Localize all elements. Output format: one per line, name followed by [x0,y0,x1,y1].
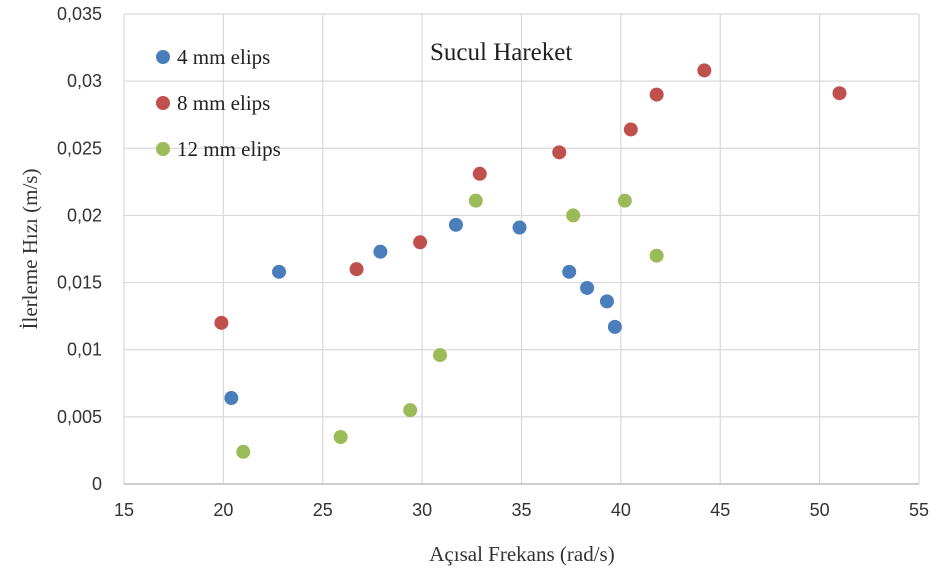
data-point-1 [272,264,287,279]
data-point-2 [649,87,664,102]
data-point-1 [448,217,463,232]
x-tick-label: 40 [611,500,631,520]
data-point-1 [512,220,527,235]
data-point-3 [566,208,581,223]
data-point-1 [580,280,595,295]
data-point-3 [649,248,664,263]
data-point-2 [472,166,487,181]
y-axis-title: İlerleme Hızı (m/s) [18,169,42,330]
gridlines [123,13,920,485]
data-point-1 [599,294,614,309]
legend-label-1: 4 mm elips [177,45,270,69]
data-points [214,63,847,459]
legend-label-3: 12 mm elips [177,137,281,161]
x-tick-label: 30 [412,500,432,520]
y-tick-label: 0,015 [57,273,102,293]
data-point-1 [373,244,388,259]
data-point-1 [607,319,622,334]
y-tick-label: 0,01 [67,340,102,360]
chart-title: Sucul Hareket [430,39,572,66]
legend-marker-2 [156,96,170,110]
x-tick-label: 55 [909,500,929,520]
data-point-2 [623,122,638,137]
legend-marker-3 [156,142,170,156]
legend-marker-1 [156,50,170,64]
data-point-2 [349,262,364,277]
data-point-3 [403,403,418,418]
data-point-2 [832,86,847,101]
y-tick-label: 0,035 [57,4,102,24]
x-tick-label: 45 [710,500,730,520]
y-tick-label: 0,03 [67,71,102,91]
tick-labels: 15 20 25 30 35 40 45 50 55 0 0,005 0,01 0,015 0,02 0,0… [57,4,929,520]
y-tick-label: 0,02 [67,205,102,225]
data-point-1 [224,391,239,406]
data-point-2 [413,235,428,250]
data-point-2 [552,145,567,160]
data-point-1 [562,264,577,279]
data-point-2 [214,315,229,330]
legend-label-2: 8 mm elips [177,91,270,115]
data-point-3 [333,430,348,444]
x-tick-label: 50 [810,500,830,520]
y-tick-label: 0,025 [57,138,102,158]
data-point-3 [433,348,448,363]
y-tick-label: 0 [92,474,102,494]
data-point-2 [697,63,712,78]
x-tick-label: 25 [313,500,333,520]
y-tick-label: 0,005 [57,407,102,427]
x-tick-label: 20 [213,500,233,520]
x-axis-title: Açısal Frekans (rad/s) [429,542,614,566]
data-point-3 [236,444,251,459]
x-tick-label: 35 [511,500,531,520]
data-point-3 [617,193,632,208]
data-point-3 [468,193,483,208]
legend: 4 mm elips 8 mm elips 12 mm elips [156,45,281,161]
x-tick-label: 15 [114,500,134,520]
